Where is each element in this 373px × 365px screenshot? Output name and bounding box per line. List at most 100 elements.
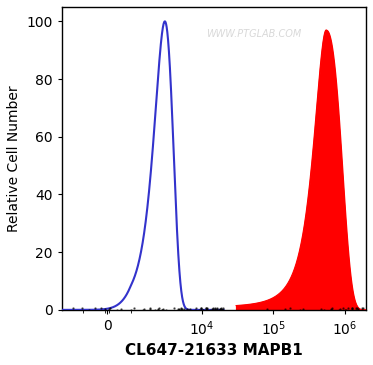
- Point: [181, 306, 186, 312]
- Point: [355, 306, 361, 312]
- Y-axis label: Relative Cell Number: Relative Cell Number: [7, 85, 21, 232]
- Point: [155, 307, 161, 313]
- Point: [156, 307, 162, 312]
- Point: [212, 305, 218, 311]
- Point: [175, 306, 181, 312]
- Point: [188, 306, 194, 311]
- Point: [203, 308, 209, 314]
- Point: [128, 307, 134, 313]
- Point: [329, 307, 335, 312]
- Point: [219, 306, 225, 312]
- Point: [186, 307, 192, 313]
- Point: [349, 306, 355, 311]
- Point: [198, 305, 204, 311]
- Point: [217, 306, 223, 312]
- Point: [141, 306, 147, 311]
- Point: [343, 307, 349, 313]
- Point: [219, 307, 225, 313]
- Point: [214, 305, 220, 311]
- Point: [340, 306, 346, 311]
- Point: [319, 306, 325, 312]
- Point: [358, 308, 364, 314]
- Point: [354, 306, 360, 311]
- Point: [297, 307, 303, 313]
- Point: [264, 306, 270, 312]
- Point: [207, 307, 213, 313]
- Point: [106, 306, 112, 312]
- Point: [204, 307, 210, 312]
- Point: [152, 307, 158, 313]
- Point: [203, 305, 209, 311]
- Point: [79, 305, 85, 311]
- Point: [328, 306, 334, 312]
- Point: [173, 308, 179, 314]
- Point: [220, 307, 226, 312]
- Point: [342, 307, 348, 313]
- Point: [184, 307, 190, 313]
- Point: [131, 305, 137, 311]
- Point: [176, 306, 182, 312]
- Point: [171, 305, 177, 311]
- Point: [200, 307, 206, 313]
- Point: [212, 307, 218, 312]
- Point: [300, 306, 305, 312]
- Point: [70, 305, 76, 311]
- Point: [219, 307, 225, 313]
- Point: [203, 307, 209, 312]
- Point: [214, 306, 220, 312]
- Point: [355, 307, 361, 313]
- Point: [86, 307, 92, 313]
- Point: [220, 307, 226, 313]
- X-axis label: CL647-21633 MAPB1: CL647-21633 MAPB1: [125, 343, 303, 358]
- Point: [208, 308, 214, 314]
- Point: [147, 305, 153, 311]
- Point: [118, 306, 124, 312]
- Point: [160, 306, 166, 312]
- Point: [354, 306, 360, 311]
- Point: [178, 305, 184, 311]
- Point: [179, 306, 185, 311]
- Point: [213, 307, 219, 313]
- Point: [163, 307, 169, 313]
- Point: [210, 305, 216, 311]
- Point: [102, 306, 108, 312]
- Point: [209, 307, 215, 313]
- Point: [218, 305, 224, 311]
- Point: [210, 306, 216, 312]
- Point: [342, 308, 348, 314]
- Point: [159, 307, 165, 313]
- Point: [203, 305, 209, 311]
- Text: WWW.PTGLAB.COM: WWW.PTGLAB.COM: [206, 29, 301, 39]
- Point: [209, 306, 215, 312]
- Point: [196, 307, 202, 313]
- Point: [260, 308, 266, 314]
- Point: [214, 307, 220, 313]
- Point: [92, 308, 98, 314]
- Point: [114, 307, 120, 313]
- Point: [216, 307, 222, 313]
- Point: [107, 305, 113, 311]
- Point: [217, 306, 223, 312]
- Point: [282, 306, 288, 312]
- Point: [350, 305, 355, 311]
- Point: [176, 307, 182, 313]
- Point: [92, 305, 98, 311]
- Point: [156, 306, 162, 311]
- Point: [321, 307, 327, 313]
- Point: [200, 307, 206, 313]
- Point: [159, 307, 165, 313]
- Point: [336, 307, 342, 313]
- Point: [184, 306, 190, 312]
- Point: [212, 306, 218, 312]
- Point: [213, 307, 219, 312]
- Point: [193, 305, 199, 311]
- Point: [192, 307, 198, 313]
- Point: [191, 308, 197, 314]
- Point: [360, 305, 366, 311]
- Point: [349, 305, 355, 311]
- Point: [198, 306, 204, 311]
- Point: [327, 307, 333, 312]
- Point: [98, 305, 104, 311]
- Point: [220, 305, 226, 311]
- Point: [185, 307, 191, 312]
